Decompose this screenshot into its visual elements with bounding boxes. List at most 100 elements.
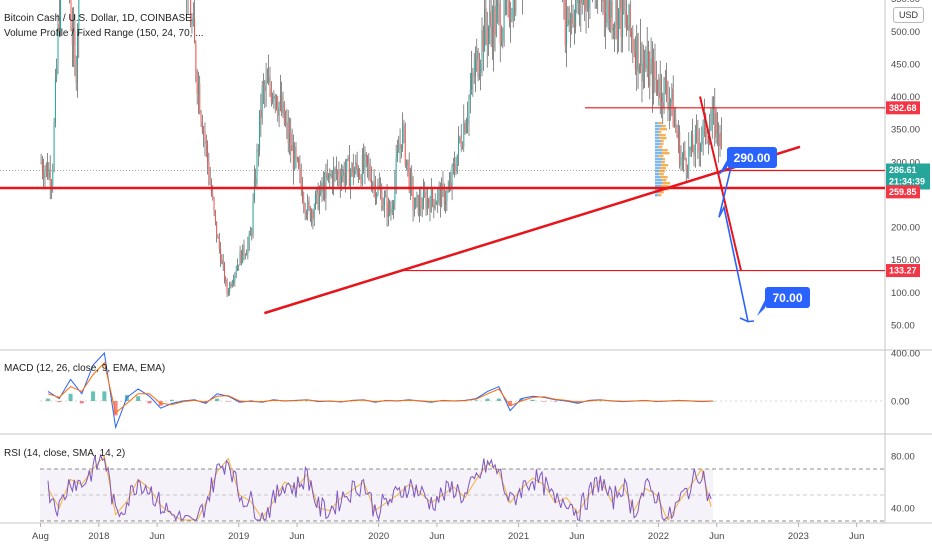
candle-body <box>373 181 375 184</box>
volume-profile-bar <box>658 131 662 134</box>
callout-first-target[interactable]: 290.00 <box>718 147 777 176</box>
candle-body <box>242 244 244 264</box>
volume-profile-bar <box>655 155 659 158</box>
candle-body <box>253 178 255 201</box>
candle-body <box>502 30 504 42</box>
candle-body <box>201 120 203 133</box>
candle-body <box>400 144 402 149</box>
candle-body <box>588 0 590 9</box>
candle-body <box>664 77 666 81</box>
candle-body <box>503 0 505 31</box>
candle-body <box>286 122 288 124</box>
volume-profile-bar <box>661 125 666 128</box>
candle-body <box>214 210 216 222</box>
candle-body <box>387 202 389 218</box>
candle-body <box>347 157 349 160</box>
candle-body <box>660 78 662 103</box>
candle-body <box>671 88 673 100</box>
candle-body <box>287 122 289 143</box>
time-tick: Jun <box>289 531 304 542</box>
tag-support: 259.85 <box>886 185 920 199</box>
candle-body <box>486 30 488 45</box>
currency-button[interactable]: USD <box>893 7 924 23</box>
candle-body <box>325 173 327 199</box>
rsi-tick: 80.00 <box>891 452 915 463</box>
candle-body <box>305 213 307 215</box>
candle-body <box>341 175 343 186</box>
candle-body <box>330 174 332 177</box>
candle-body <box>257 149 259 152</box>
candle-body <box>653 61 655 94</box>
candle-body <box>229 283 231 293</box>
volume-profile-bar <box>655 164 662 167</box>
volume-profile-bar <box>662 179 667 182</box>
candle-body <box>196 74 198 94</box>
candlestick-series <box>40 0 722 298</box>
candle-body <box>456 154 458 172</box>
candle-body <box>491 26 493 50</box>
candle-body <box>611 0 613 31</box>
volume-profile-bar <box>655 176 661 179</box>
candle-body <box>716 113 718 134</box>
candle-body <box>469 89 471 99</box>
candle-body <box>612 27 614 31</box>
callout-final-target-label: 70.00 <box>772 291 802 305</box>
candle-body <box>221 260 223 264</box>
volume-profile-bar <box>658 122 662 125</box>
candle-body <box>685 158 687 170</box>
candle-body <box>222 260 224 264</box>
time-tick: Jun <box>709 531 724 542</box>
candle-body <box>568 19 570 26</box>
candle-body <box>277 107 279 116</box>
candle-body <box>338 171 340 180</box>
candle-body <box>298 159 300 168</box>
candle-body <box>566 7 568 46</box>
candle-body <box>670 99 672 103</box>
candle-body <box>249 233 251 236</box>
candle-body <box>78 0 80 34</box>
candle-body <box>675 119 677 129</box>
macd-histogram-bar <box>553 401 558 402</box>
candle-body <box>227 292 229 294</box>
macd-histogram-bar <box>102 391 107 401</box>
candle-body <box>512 0 514 17</box>
svg-text:259.85: 259.85 <box>889 187 917 197</box>
time-tick: 2018 <box>88 531 109 542</box>
candle-body <box>247 243 249 254</box>
candle-body <box>273 95 275 99</box>
ascending-trendline[interactable] <box>264 145 801 315</box>
volume-profile-bar <box>655 137 660 140</box>
price-tick: 500.00 <box>891 27 920 38</box>
candle-body <box>460 138 462 148</box>
candle-body <box>351 163 353 173</box>
candle-body <box>668 102 670 111</box>
candle-body <box>389 202 391 214</box>
candle-body <box>499 5 501 44</box>
volume-profile-bar <box>658 134 666 137</box>
svg-text:133.27: 133.27 <box>889 266 917 276</box>
volume-profile-bar <box>658 194 662 197</box>
candle-body <box>265 81 267 91</box>
candle-body <box>688 146 690 171</box>
candle-body <box>212 194 214 199</box>
candle-body <box>352 163 354 178</box>
volume-profile-bar <box>662 158 665 161</box>
time-tick: 2023 <box>788 531 809 542</box>
macd-histogram-bar <box>508 401 513 406</box>
candle-body <box>328 173 330 178</box>
candle-body <box>451 166 453 188</box>
candle-body <box>48 169 50 178</box>
candle-body <box>342 169 344 176</box>
candle-body <box>197 83 199 94</box>
candle-body <box>337 171 339 174</box>
time-axis[interactable]: Aug 2018 Jun 2019 Jun 2020 Jun 2021 Jun 2022 Jun 20… <box>32 523 864 542</box>
candle-body <box>498 3 500 6</box>
candle-body <box>376 194 378 199</box>
candle-body <box>718 133 720 146</box>
callout-final-target[interactable]: 70.00 <box>757 287 810 316</box>
candle-body <box>60 0 62 31</box>
projection-path[interactable] <box>718 168 749 322</box>
volume-profile-bar <box>658 170 665 173</box>
candle-body <box>585 0 587 12</box>
